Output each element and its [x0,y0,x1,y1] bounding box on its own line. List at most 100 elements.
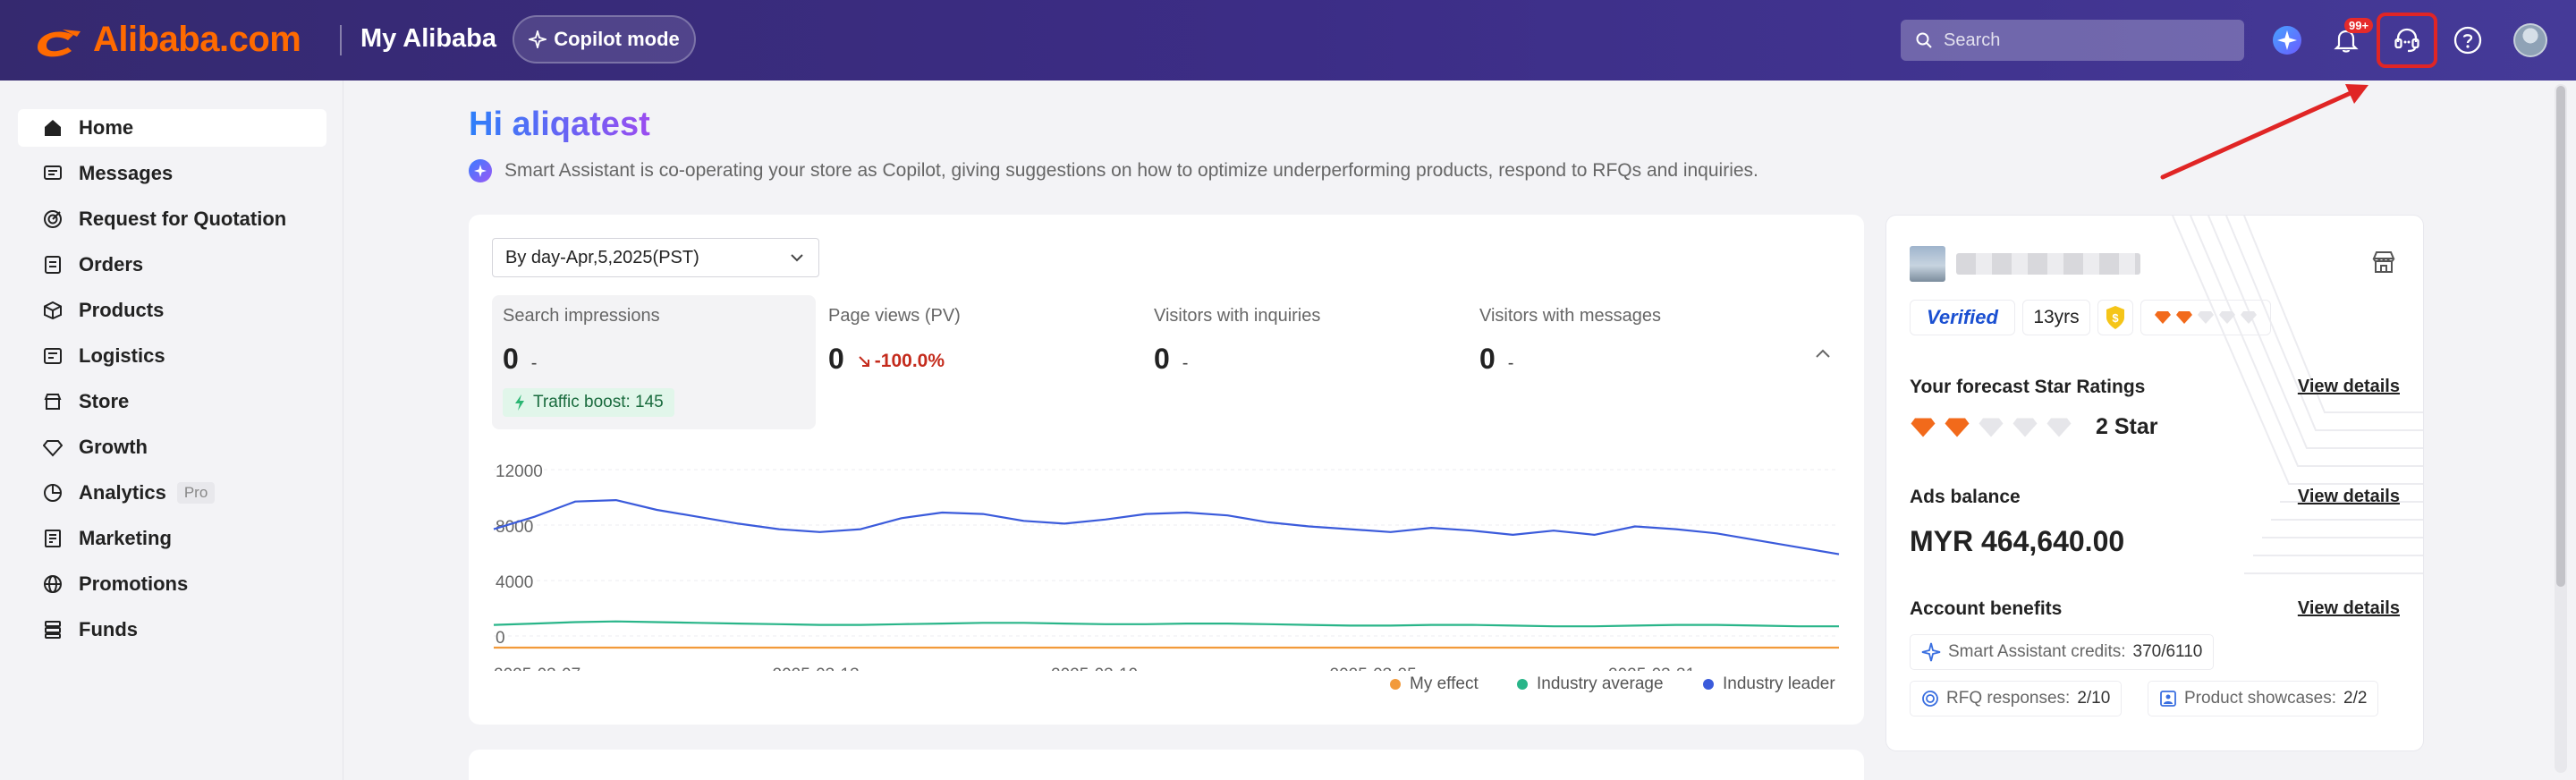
y-tick-label: 0 [496,629,505,648]
benefit-showcase-label: Product showcases: [2184,689,2337,708]
metric-label: Search impressions [503,306,660,326]
svg-text:$: $ [2112,311,2119,325]
sidebar-item-home[interactable]: Home [18,109,326,147]
x-tick-label: 2025-03-31 [1608,666,1695,671]
metric-page-views[interactable]: Page views (PV) 0 -100.0% [818,295,1141,429]
sparkle-icon [529,30,547,48]
forecast-view-details-link[interactable]: View details [2297,377,2400,396]
sparkle-outline-icon [1921,642,1941,662]
benefit-rfq-value: 2/10 [2077,689,2111,708]
message-icon [44,165,62,180]
sidebar-item-funds[interactable]: Funds [18,611,326,649]
metric-change: - [1507,353,1514,373]
ai-assistant-button[interactable] [2270,23,2304,57]
sidebar-item-label: Growth [79,436,148,458]
diamond-icon [43,440,63,457]
x-tick-label: 2025-03-19 [1051,666,1138,671]
metric-visitors-messages[interactable]: Visitors with messages 0- [1469,295,1792,429]
top-bar: Alibaba.com My Alibaba Copilot mode 99+ [0,0,2576,81]
target-icon [1922,691,1938,707]
decorative-lines-pattern [2172,216,2423,574]
gold-supplier-badge[interactable]: $ [2097,300,2133,335]
legend-label: My effect [1410,674,1479,693]
date-filter-select[interactable]: By day-Apr,5,2025(PST) [492,238,819,277]
customer-support-button[interactable] [2390,23,2424,57]
diamond-empty-icon [1979,418,2004,437]
legend-industry-average[interactable]: Industry average [1517,674,1664,694]
benefit-rfq: RFQ responses: 2/10 [1910,681,2123,716]
showcase-icon [2160,691,2176,707]
alibaba-logo[interactable]: Alibaba.com [32,20,301,60]
lightning-icon [515,394,524,411]
store-icon [44,394,62,410]
sidebar-item-growth[interactable]: Growth [18,428,326,466]
help-button[interactable] [2451,23,2485,57]
rfq-icon [44,210,62,228]
search-box[interactable] [1901,20,2244,61]
benefit-credits-value: 370/6110 [2132,642,2203,661]
metric-value: 0 [828,343,844,375]
next-section-card [469,750,1864,780]
sidebar-item-label: Request for Quotation [79,208,287,230]
metric-visitors-inquiries[interactable]: Visitors with inquiries 0- [1143,295,1467,429]
verified-label: Verified [1927,306,1998,328]
user-avatar[interactable] [2513,23,2547,57]
document-icon [45,530,61,547]
store-summary-card: Verified 13yrs $ Your forecast Star Rati… [1885,215,2424,751]
legend-label: Industry average [1537,674,1664,693]
pie-chart-icon [44,484,62,502]
gold-shield-icon: $ [2106,306,2124,329]
sidebar-item-analytics[interactable]: Analytics Pro [18,474,326,512]
ads-balance-value: MYR 464,640.00 [1910,525,2125,557]
sidebar-item-label: Logistics [79,344,165,367]
sidebar-item-messages[interactable]: Messages [18,155,326,192]
sidebar-item-marketing[interactable]: Marketing [18,520,326,557]
performance-card: By day-Apr,5,2025(PST) Search impression… [469,215,1864,725]
sidebar-item-label: Orders [79,253,144,276]
headset-support-icon [2394,28,2419,53]
diamond-empty-icon [2046,418,2072,437]
storefront-icon[interactable] [2371,250,2396,275]
ads-view-details-link[interactable]: View details [2297,487,2400,506]
x-tick-label: 2025-03-25 [1330,666,1417,671]
diamond-filled-icon [2155,311,2171,324]
metric-change: - [530,353,538,373]
store-thumbnail [1910,246,1945,282]
sidebar-item-label: Marketing [79,527,172,549]
legend-industry-leader[interactable]: Industry leader [1703,674,1835,694]
y-tick-label: 8000 [496,518,533,537]
diamond-rating-badge [2140,300,2271,335]
sidebar-item-promotions[interactable]: Promotions [18,565,326,603]
traffic-boost-badge: Traffic boost: 145 [503,388,674,417]
copilot-mode-label: Copilot mode [554,28,680,50]
page-scrollbar-thumb[interactable] [2556,86,2565,587]
topbar-divider [340,25,342,55]
sidebar-item-label: Home [79,116,134,139]
metric-label: Page views (PV) [828,306,961,326]
legend-my-effect[interactable]: My effect [1390,674,1479,694]
forecast-label: Your forecast Star Ratings [1910,377,2146,397]
sidebar-item-products[interactable]: Products [18,292,326,329]
sidebar-item-label: Products [79,299,165,321]
search-input[interactable] [1944,30,2212,51]
verified-badge[interactable]: Verified [1910,300,2015,335]
store-header[interactable] [1910,246,2140,282]
diamond-filled-icon [1945,418,1970,437]
highlight-box [2377,13,2437,68]
sidebar-item-rfq[interactable]: Request for Quotation [18,200,326,238]
sidebar-item-store[interactable]: Store [18,383,326,420]
metric-search-impressions[interactable]: Search impressions 0- Traffic boost: 145 [492,295,816,429]
metric-change: - [1182,353,1189,373]
alibaba-logo-mark-icon [38,29,80,56]
legend-label: Industry leader [1723,674,1835,693]
benefits-view-details-link[interactable]: View details [2297,598,2400,618]
metric-change-negative: -100.0% [857,351,945,372]
metric-value: 0 [1154,343,1170,375]
metric-label: Visitors with messages [1479,306,1662,326]
section-title[interactable]: My Alibaba [360,24,497,53]
sidebar-item-orders[interactable]: Orders [18,246,326,284]
copilot-mode-button[interactable]: Copilot mode [513,15,696,64]
sidebar-item-logistics[interactable]: Logistics [18,337,326,375]
collapse-chevron-up-icon[interactable] [1814,347,1832,360]
